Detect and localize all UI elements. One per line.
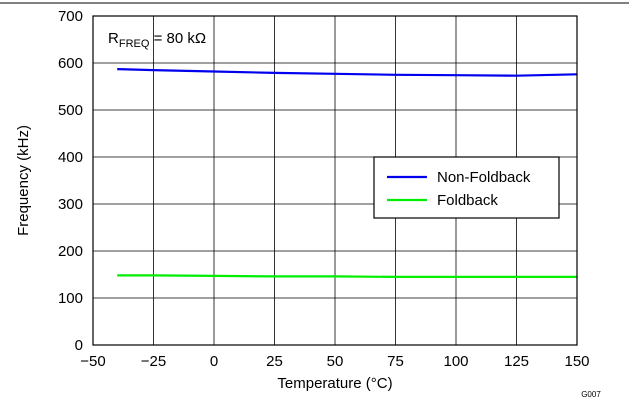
y-tick-label: 600	[58, 55, 83, 72]
annotation-subscript: FREQ	[119, 38, 150, 50]
y-tick-label: 200	[58, 243, 83, 260]
x-tick-label: −50	[80, 353, 105, 370]
x-tick-label: 25	[266, 353, 283, 370]
legend-label-foldback: Foldback	[437, 192, 498, 209]
x-tick-label: 150	[564, 353, 589, 370]
series-layer	[117, 68, 578, 278]
x-tick-label: 50	[327, 353, 344, 370]
x-tick-label: 75	[387, 353, 404, 370]
y-axis-tick-labels: 0 100 200 300 400 500 600 700	[58, 8, 83, 354]
y-tick-label: 400	[58, 149, 83, 166]
x-tick-label: 125	[504, 353, 529, 370]
legend-box	[373, 156, 560, 219]
figure-id: G007	[581, 390, 601, 399]
annotation-suffix: = 80 kΩ	[149, 30, 206, 47]
legend: Non-Foldback Foldback	[373, 156, 560, 219]
x-tick-label: 100	[443, 353, 468, 370]
x-tick-label: −25	[141, 353, 166, 370]
rfreq-annotation: RFREQ = 80 kΩ	[108, 30, 206, 50]
y-axis-label: Frequency (kHz)	[15, 125, 32, 236]
y-tick-label: 0	[75, 337, 83, 354]
annotation-prefix: R	[108, 30, 119, 47]
legend-label-non-foldback: Non-Foldback	[437, 169, 531, 186]
y-tick-label: 500	[58, 102, 83, 119]
y-tick-label: 300	[58, 196, 83, 213]
x-axis-tick-labels: −50 −25 0 25 50 75 100 125 150	[80, 353, 589, 370]
y-tick-label: 700	[58, 8, 83, 25]
x-axis-label: Temperature (°C)	[277, 375, 392, 392]
plot-frame	[92, 15, 578, 346]
y-tick-label: 100	[58, 290, 83, 307]
series-line-foldback	[117, 274, 577, 278]
x-tick-label: 0	[210, 353, 218, 370]
series-line-non-foldback	[117, 68, 578, 77]
